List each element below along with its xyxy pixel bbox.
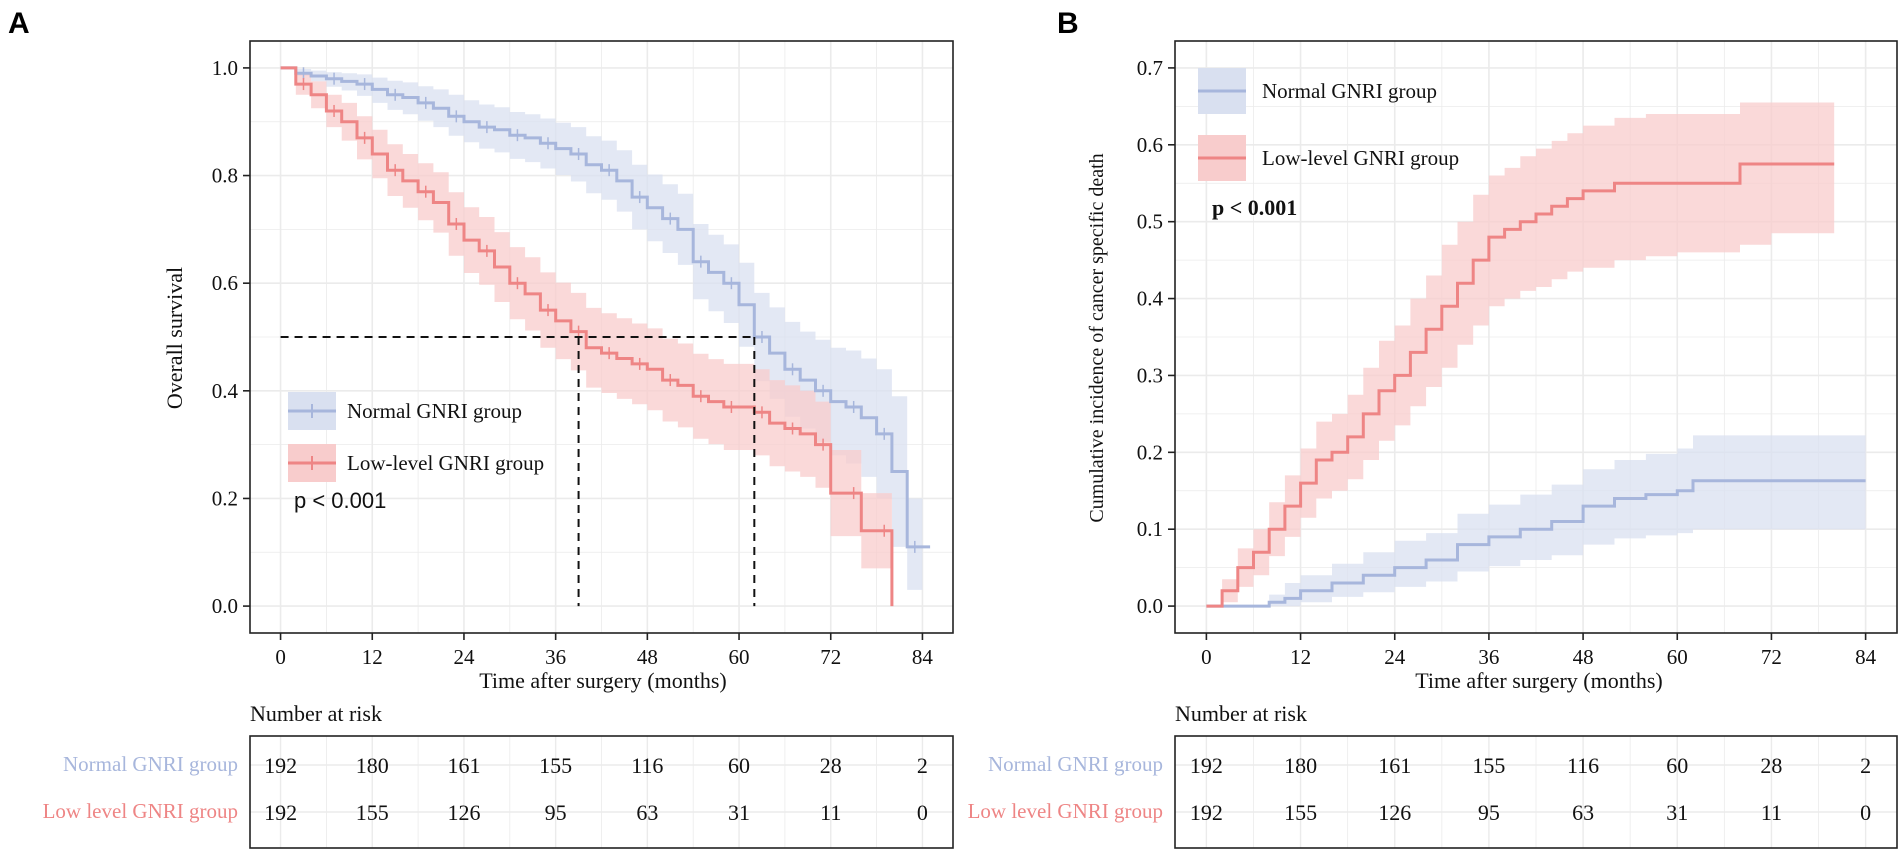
risk-table-b-low-count: 126 bbox=[1378, 800, 1411, 825]
panel-b-xtick-label: 72 bbox=[1761, 645, 1782, 669]
risk-table-b-normal-count: 161 bbox=[1378, 753, 1411, 778]
risk-table-a-normal-count: 161 bbox=[447, 753, 480, 778]
panel-b-xtick-label: 36 bbox=[1478, 645, 1499, 669]
risk-table-a-frame bbox=[249, 735, 954, 849]
risk-table-a-low-count: 31 bbox=[728, 800, 750, 825]
panel-b-ytick-label: 0.3 bbox=[1137, 363, 1163, 387]
panel-b-ytick-label: 0.0 bbox=[1137, 594, 1163, 618]
risk-table-b-low-count: 63 bbox=[1572, 800, 1594, 825]
panel-b-ci-band-normal bbox=[1206, 435, 1866, 607]
panel-a-xtick-label: 12 bbox=[362, 645, 383, 669]
panel-b-xtick-label: 60 bbox=[1667, 645, 1688, 669]
panel-a-xtick-label: 84 bbox=[912, 645, 934, 669]
risk-table-b-normal-count: 28 bbox=[1760, 753, 1782, 778]
panel-a-frame bbox=[249, 40, 954, 634]
risk-table-a-row-normal: Normal GNRI group bbox=[63, 752, 238, 776]
panel-b-ytick-label: 0.1 bbox=[1137, 517, 1163, 541]
risk-table-a-low-count: 95 bbox=[545, 800, 567, 825]
panel-b-xlabel: Time after surgery (months) bbox=[1415, 668, 1662, 693]
risk-table-a-normal-count: 28 bbox=[820, 753, 842, 778]
risk-table-b-normal-count: 192 bbox=[1190, 753, 1223, 778]
panel-b-xtick-label: 48 bbox=[1573, 645, 1594, 669]
risk-table-a-normal-count: 192 bbox=[264, 753, 297, 778]
risk-table-a-normal-count: 2 bbox=[917, 753, 928, 778]
plot-a: 0 12 24 36 48 60 72 84 0.0 0.2 0.4 0.6 0.8 1.0 bbox=[212, 40, 954, 669]
risk-table-a-normal-count: 116 bbox=[631, 753, 663, 778]
panel-a-ytick-label: 0.0 bbox=[212, 594, 238, 618]
panel-b-pvalue: p < 0.001 bbox=[1212, 195, 1297, 220]
panel-b-ytick-label: 0.5 bbox=[1137, 210, 1163, 234]
panel-b-xtick-label: 24 bbox=[1384, 645, 1406, 669]
panel-b-curve-normal bbox=[1206, 479, 1866, 608]
risk-table-a-normal-count: 155 bbox=[539, 753, 572, 778]
panel-b-xtick-label: 12 bbox=[1290, 645, 1311, 669]
legend-a-normal-label: Normal GNRI group bbox=[347, 399, 522, 423]
plot-b: 0 12 24 36 48 60 72 84 0.0 0.1 0.2 0.3 0.4 0.5 0.6 0.7 bbox=[1137, 40, 1898, 669]
risk-table-b-low-count: 11 bbox=[1761, 800, 1782, 825]
risk-table-a-low-count: 11 bbox=[820, 800, 841, 825]
risk-table-b-normal-count: 2 bbox=[1860, 753, 1871, 778]
panel-a-ytick-label: 1.0 bbox=[212, 56, 238, 80]
panel-b-ytick-label: 0.2 bbox=[1137, 440, 1163, 464]
panel-b-ylabel: Cumulative incidence of cancer specific … bbox=[1086, 153, 1108, 522]
risk-table-a-low-count: 192 bbox=[264, 800, 297, 825]
panel-b-ci-band-low bbox=[1206, 102, 1835, 607]
risk-table-a: 192 192 180 155 161 126 155 95 116 63 60 31 28 11 2 0 bbox=[249, 735, 954, 849]
panel-a-pvalue: p < 0.001 bbox=[294, 488, 386, 513]
panel-a-ytick-label: 0.8 bbox=[212, 164, 238, 188]
panel-a-ci-band-normal bbox=[280, 67, 923, 590]
risk-table-b-low-count: 31 bbox=[1666, 800, 1688, 825]
panel-a-legend: Normal GNRI group Low-level GNRI group bbox=[288, 392, 544, 482]
panel-b-ytick-label: 0.4 bbox=[1137, 287, 1164, 311]
panel-b-xtick-label: 84 bbox=[1855, 645, 1877, 669]
panel-a-xtick-label: 72 bbox=[820, 645, 841, 669]
legend-b-low-label: Low-level GNRI group bbox=[1262, 146, 1459, 170]
panel-b-ytick-label: 0.7 bbox=[1137, 56, 1163, 80]
legend-a-low-label: Low-level GNRI group bbox=[347, 451, 544, 475]
risk-table-b-normal-count: 180 bbox=[1284, 753, 1317, 778]
panel-a-xtick-label: 48 bbox=[637, 645, 658, 669]
risk-table-b-normal-count: 155 bbox=[1472, 753, 1505, 778]
risk-table-b-row-low: Low level GNRI group bbox=[968, 799, 1163, 823]
risk-table-a-low-count: 126 bbox=[447, 800, 480, 825]
risk-table-a-low-count: 63 bbox=[636, 800, 658, 825]
risk-table-b-low-count: 0 bbox=[1860, 800, 1871, 825]
panel-b-ytick-label: 0.6 bbox=[1137, 133, 1163, 157]
risk-table-b-normal-count: 116 bbox=[1567, 753, 1599, 778]
legend-b-normal-label: Normal GNRI group bbox=[1262, 79, 1437, 103]
panel-a-ytick-label: 0.6 bbox=[212, 271, 238, 295]
panel-a-curve-normal bbox=[280, 66, 931, 549]
risk-table-b-normal-count: 60 bbox=[1666, 753, 1688, 778]
panel-a-xlabel: Time after surgery (months) bbox=[479, 668, 726, 693]
panel-b-xtick-label: 0 bbox=[1201, 645, 1212, 669]
panel-a-xtick-label: 36 bbox=[545, 645, 566, 669]
panel-b-letter: B bbox=[1057, 7, 1079, 40]
panel-b-frame bbox=[1174, 40, 1898, 634]
risk-table-b: 192 192 180 155 161 126 155 95 116 63 60 31 28 11 2 0 bbox=[1174, 735, 1898, 849]
risk-table-a-low-count: 155 bbox=[356, 800, 389, 825]
risk-table-b-row-normal: Normal GNRI group bbox=[988, 752, 1163, 776]
panel-a-letter: A bbox=[8, 7, 30, 40]
panel-a-ytick-label: 0.2 bbox=[212, 486, 238, 510]
panel-a-ylabel: Overall survival bbox=[162, 267, 187, 409]
panel-a-xtick-label: 0 bbox=[275, 645, 286, 669]
risk-table-b-frame bbox=[1174, 735, 1898, 849]
panel-a-ytick-label: 0.4 bbox=[212, 379, 239, 403]
risk-table-a-title: Number at risk bbox=[250, 701, 382, 726]
panel-b-curve-low bbox=[1206, 162, 1835, 608]
risk-table-a-row-low: Low level GNRI group bbox=[43, 799, 238, 823]
risk-table-b-low-count: 155 bbox=[1284, 800, 1317, 825]
risk-table-a-low-count: 0 bbox=[917, 800, 928, 825]
risk-table-b-low-count: 192 bbox=[1190, 800, 1223, 825]
risk-table-a-normal-count: 60 bbox=[728, 753, 750, 778]
panel-a-xtick-label: 24 bbox=[453, 645, 475, 669]
panel-b-legend: Normal GNRI group Low-level GNRI group bbox=[1198, 68, 1459, 181]
panel-a-xtick-label: 60 bbox=[729, 645, 750, 669]
risk-table-b-low-count: 95 bbox=[1478, 800, 1500, 825]
risk-table-a-normal-count: 180 bbox=[356, 753, 389, 778]
risk-table-b-title: Number at risk bbox=[1175, 701, 1307, 726]
